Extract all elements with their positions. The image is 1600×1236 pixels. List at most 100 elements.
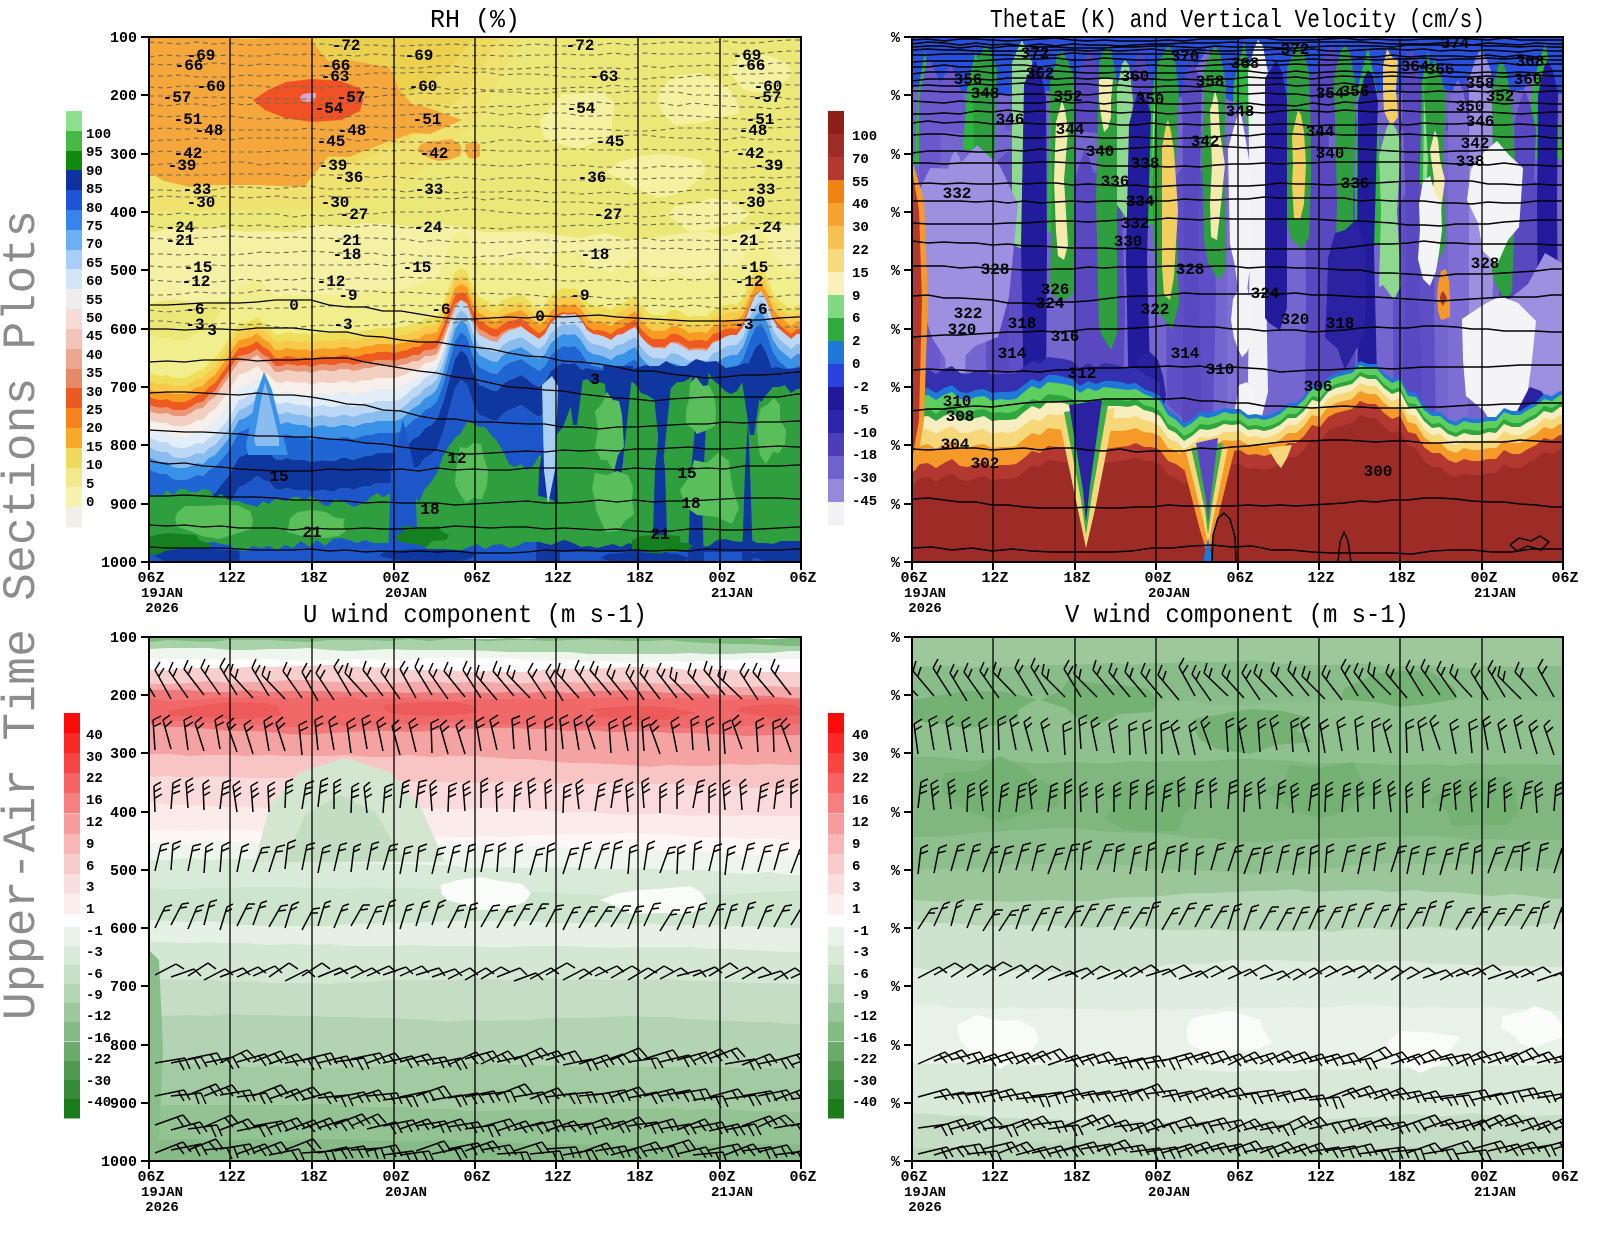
svg-text:U wind component (m s-1): U wind component (m s-1) bbox=[303, 600, 647, 630]
svg-text:-22: -22 bbox=[852, 1052, 877, 1068]
svg-text:100: 100 bbox=[110, 30, 137, 47]
svg-text:500: 500 bbox=[110, 863, 137, 880]
svg-text:322: 322 bbox=[954, 305, 983, 323]
svg-text:21JAN: 21JAN bbox=[711, 586, 753, 602]
svg-text:900: 900 bbox=[110, 1096, 137, 1113]
svg-text:06Z: 06Z bbox=[789, 570, 816, 587]
svg-text:-51: -51 bbox=[174, 111, 203, 129]
svg-text:800: 800 bbox=[110, 438, 137, 455]
svg-text:-69: -69 bbox=[187, 47, 216, 65]
svg-text:332: 332 bbox=[1121, 215, 1150, 233]
svg-text:352: 352 bbox=[1486, 88, 1515, 106]
svg-text:2026: 2026 bbox=[908, 1200, 942, 1216]
svg-text:-51: -51 bbox=[413, 111, 442, 129]
svg-text:12Z: 12Z bbox=[218, 570, 245, 587]
svg-text:400: 400 bbox=[110, 205, 137, 222]
svg-text:00Z: 00Z bbox=[1144, 1169, 1171, 1186]
svg-text:350: 350 bbox=[1456, 98, 1485, 116]
svg-text:0: 0 bbox=[852, 357, 860, 373]
svg-text:18Z: 18Z bbox=[1388, 570, 1415, 587]
svg-text:-12: -12 bbox=[735, 273, 764, 291]
svg-text:95: 95 bbox=[86, 145, 103, 161]
svg-text:%: % bbox=[891, 630, 901, 647]
svg-text:00Z: 00Z bbox=[708, 1169, 735, 1186]
svg-text:-15: -15 bbox=[403, 259, 432, 277]
svg-text:00Z: 00Z bbox=[382, 570, 409, 587]
svg-text:18: 18 bbox=[681, 495, 700, 513]
svg-text:21JAN: 21JAN bbox=[1474, 586, 1516, 602]
svg-text:354: 354 bbox=[1316, 85, 1345, 103]
svg-text:-21: -21 bbox=[166, 232, 195, 250]
svg-text:-24: -24 bbox=[753, 219, 782, 237]
svg-text:18Z: 18Z bbox=[300, 1169, 327, 1186]
svg-text:-1: -1 bbox=[852, 924, 869, 940]
svg-text:338: 338 bbox=[1456, 153, 1485, 171]
svg-text:-3: -3 bbox=[185, 316, 204, 334]
svg-text:-1: -1 bbox=[86, 924, 103, 940]
svg-text:372: 372 bbox=[1021, 45, 1050, 63]
svg-text:-6: -6 bbox=[852, 967, 869, 983]
svg-text:22: 22 bbox=[86, 771, 103, 787]
svg-text:-9: -9 bbox=[852, 988, 869, 1004]
svg-text:-40: -40 bbox=[852, 1095, 877, 1111]
svg-text:-45: -45 bbox=[852, 494, 877, 510]
svg-text:340: 340 bbox=[1086, 143, 1115, 161]
svg-text:%: % bbox=[891, 863, 901, 880]
svg-text:356: 356 bbox=[954, 71, 983, 89]
svg-text:%: % bbox=[891, 805, 901, 822]
svg-text:900: 900 bbox=[110, 497, 137, 514]
svg-text:368: 368 bbox=[1231, 55, 1260, 73]
svg-text:25: 25 bbox=[86, 403, 103, 419]
svg-text:-12: -12 bbox=[852, 1009, 877, 1025]
svg-text:V wind component (m s-1): V wind component (m s-1) bbox=[1065, 600, 1409, 630]
svg-text:%: % bbox=[891, 263, 901, 280]
svg-text:338: 338 bbox=[1131, 155, 1160, 173]
svg-text:-2: -2 bbox=[852, 380, 869, 396]
svg-text:-54: -54 bbox=[315, 100, 344, 118]
svg-text:348: 348 bbox=[971, 85, 1000, 103]
svg-text:-42: -42 bbox=[736, 145, 765, 163]
svg-text:3: 3 bbox=[207, 322, 217, 340]
svg-text:45: 45 bbox=[86, 329, 103, 345]
svg-text:3: 3 bbox=[86, 880, 94, 896]
svg-text:%: % bbox=[891, 921, 901, 938]
svg-text:-21: -21 bbox=[333, 232, 362, 250]
svg-text:18Z: 18Z bbox=[626, 570, 653, 587]
svg-text:30: 30 bbox=[86, 385, 103, 401]
svg-text:60: 60 bbox=[86, 274, 103, 290]
svg-text:5: 5 bbox=[86, 477, 94, 493]
svg-text:06Z: 06Z bbox=[1551, 1169, 1578, 1186]
svg-text:-60: -60 bbox=[197, 78, 226, 96]
svg-text:00Z: 00Z bbox=[382, 1169, 409, 1186]
svg-text:800: 800 bbox=[110, 1038, 137, 1055]
svg-text:6: 6 bbox=[852, 311, 860, 327]
svg-text:50: 50 bbox=[86, 311, 103, 327]
svg-text:400: 400 bbox=[110, 805, 137, 822]
svg-text:20JAN: 20JAN bbox=[385, 586, 427, 602]
svg-text:80: 80 bbox=[86, 201, 103, 217]
svg-text:-16: -16 bbox=[86, 1031, 111, 1047]
svg-text:600: 600 bbox=[110, 322, 137, 339]
svg-text:-12: -12 bbox=[86, 1009, 111, 1025]
svg-text:70: 70 bbox=[852, 152, 869, 168]
svg-text:330: 330 bbox=[1114, 233, 1143, 251]
svg-text:200: 200 bbox=[110, 688, 137, 705]
svg-text:9: 9 bbox=[852, 289, 860, 305]
svg-text:1000: 1000 bbox=[101, 555, 137, 572]
svg-text:360: 360 bbox=[1514, 71, 1543, 89]
svg-text:2: 2 bbox=[852, 334, 860, 350]
svg-text:21: 21 bbox=[650, 526, 669, 544]
svg-text:-9: -9 bbox=[570, 287, 589, 305]
svg-text:-6: -6 bbox=[748, 301, 767, 319]
svg-text:20JAN: 20JAN bbox=[1148, 586, 1190, 602]
svg-text:-51: -51 bbox=[746, 111, 775, 129]
svg-text:%: % bbox=[891, 380, 901, 397]
svg-text:2026: 2026 bbox=[908, 601, 942, 617]
svg-text:Upper-Air Time Sections Plots: Upper-Air Time Sections Plots bbox=[0, 210, 48, 1020]
svg-text:18Z: 18Z bbox=[1063, 570, 1090, 587]
svg-text:RH (%): RH (%) bbox=[430, 5, 520, 35]
svg-text:65: 65 bbox=[86, 256, 103, 272]
svg-text:-42: -42 bbox=[420, 145, 449, 163]
svg-text:100: 100 bbox=[110, 630, 137, 647]
svg-text:358: 358 bbox=[1196, 73, 1225, 91]
